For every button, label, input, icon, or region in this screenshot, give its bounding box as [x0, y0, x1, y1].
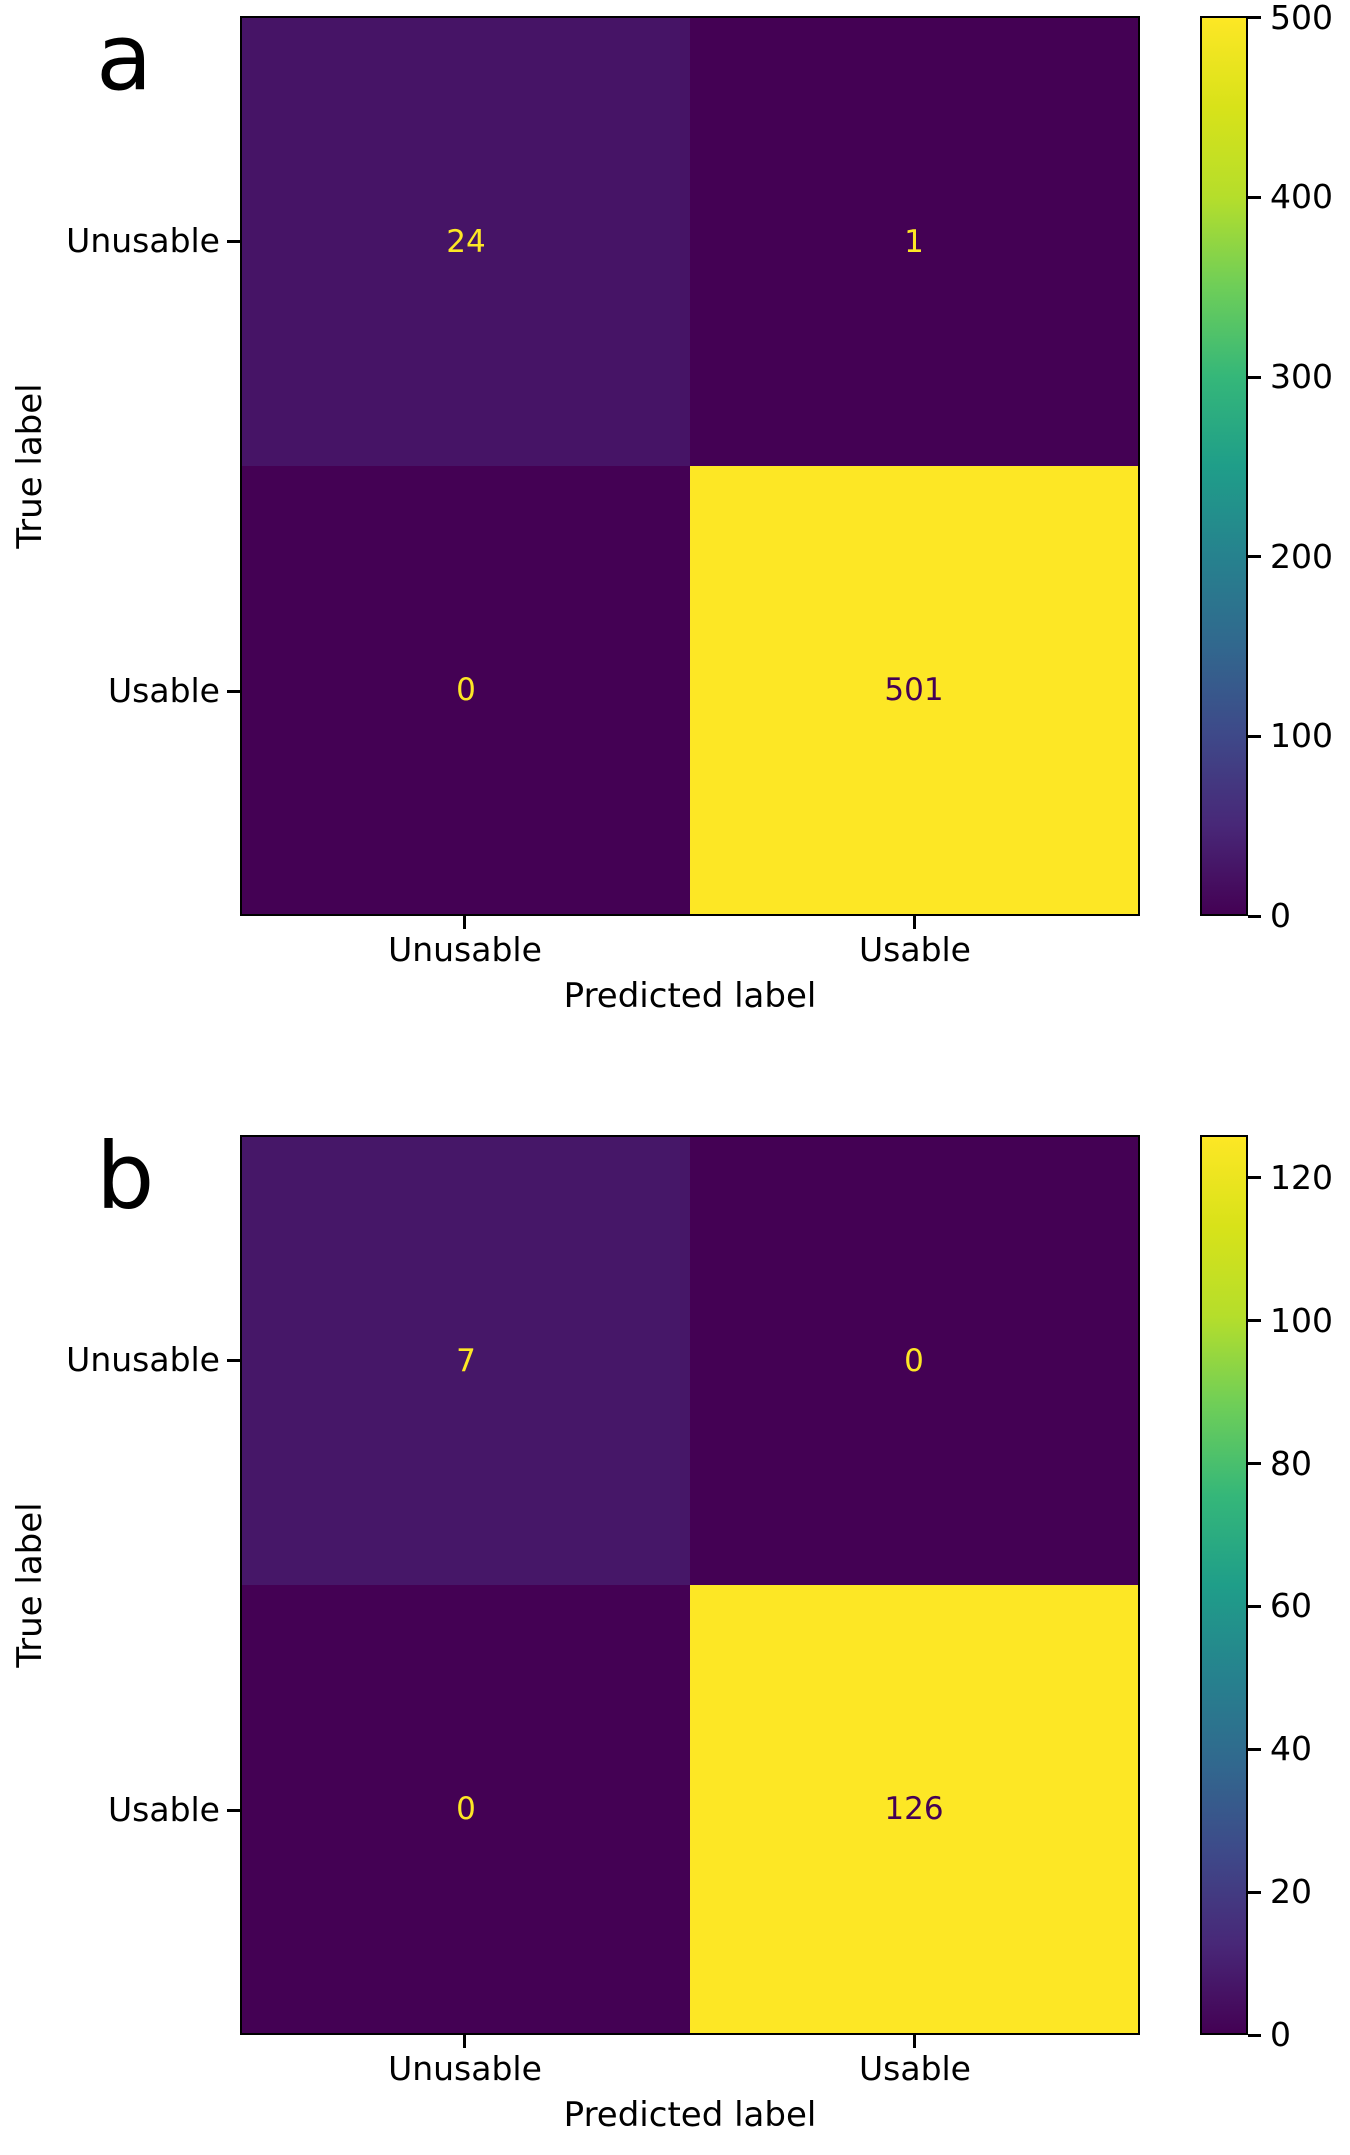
colorbar-tick-mark	[1248, 1747, 1261, 1751]
panel-b: b True label Unusable Usable 7 0 0 126 U…	[0, 1119, 1350, 2155]
confusion-matrix-heatmap: 7 0 0 126	[240, 1135, 1140, 2035]
colorbar-gradient	[1200, 16, 1248, 916]
colorbar-tick-label: 0	[1270, 896, 1291, 935]
panel-label: b	[96, 1123, 155, 1230]
colorbar-gradient	[1200, 1135, 1248, 2035]
colorbar-tick-mark	[1248, 195, 1261, 199]
matrix-cell: 24	[242, 18, 690, 466]
cell-value: 126	[884, 1791, 944, 1827]
x-tick-mark	[913, 916, 916, 929]
cell-value: 501	[884, 672, 944, 708]
colorbar-tick-label: 40	[1270, 1729, 1312, 1769]
cell-value: 1	[904, 224, 924, 260]
colorbar-tick-mark	[1248, 2033, 1261, 2037]
colorbar-tick-mark	[1248, 1319, 1261, 1323]
x-tick-mark	[463, 2035, 466, 2048]
colorbar-tick-label: 100	[1270, 1300, 1333, 1340]
colorbar-tick-mark	[1248, 1462, 1261, 1466]
colorbar-tick-label: 0	[1270, 2015, 1291, 2054]
matrix-cell: 501	[690, 466, 1138, 914]
y-axis-label: True label	[10, 383, 50, 549]
colorbar-tick-mark	[1248, 1604, 1261, 1608]
y-axis-label: True label	[10, 1502, 50, 1668]
x-tick-mark	[463, 916, 466, 929]
y-tick-mark	[227, 240, 240, 243]
colorbar-tick-mark	[1248, 16, 1261, 20]
colorbar-tick-mark	[1248, 555, 1261, 559]
colorbar-tick-mark	[1248, 375, 1261, 379]
panel-label: a	[96, 4, 153, 111]
colorbar-tick-mark	[1248, 1890, 1261, 1894]
colorbar-tick-mark	[1248, 914, 1261, 918]
cell-value: 24	[446, 224, 486, 260]
y-tick-label: Usable	[108, 671, 220, 710]
cell-value: 0	[456, 1791, 476, 1827]
cell-value: 7	[456, 1343, 476, 1379]
matrix-cell: 0	[690, 1137, 1138, 1585]
colorbar: 0 100 200 300 400 500	[1200, 0, 1333, 935]
colorbar-tick-label: 500	[1270, 0, 1333, 37]
colorbar-tick-mark	[1248, 734, 1261, 738]
cell-value: 0	[904, 1343, 924, 1379]
colorbar-tick-label: 60	[1270, 1586, 1312, 1626]
matrix-cell: 7	[242, 1137, 690, 1585]
colorbar-tick-label: 300	[1270, 357, 1333, 397]
colorbar-tick-label: 80	[1270, 1443, 1312, 1483]
x-tick-mark	[913, 2035, 916, 2048]
matrix-cell: 126	[690, 1585, 1138, 2033]
x-tick-label: Usable	[859, 930, 971, 969]
x-axis-label: Predicted label	[563, 976, 817, 1016]
x-tick-label: Usable	[859, 2049, 971, 2088]
matrix-cell: 1	[690, 18, 1138, 466]
colorbar-tick-label: 100	[1270, 716, 1333, 756]
x-axis-label: Predicted label	[563, 2095, 817, 2135]
y-tick-mark	[227, 1359, 240, 1362]
x-tick-label: Unusable	[388, 930, 542, 969]
colorbar-tick-label: 120	[1270, 1157, 1333, 1197]
confusion-matrix-heatmap: 24 1 0 501	[240, 16, 1140, 916]
y-tick-mark	[227, 1809, 240, 1812]
cell-value: 0	[456, 672, 476, 708]
colorbar: 0 20 40 60 80 100 120	[1200, 1135, 1333, 2054]
colorbar-tick-label: 400	[1270, 177, 1333, 217]
x-tick-label: Unusable	[388, 2049, 542, 2088]
colorbar-tick-label: 200	[1270, 536, 1333, 576]
y-tick-mark	[227, 690, 240, 693]
y-tick-label: Unusable	[66, 1340, 220, 1379]
y-tick-label: Unusable	[66, 221, 220, 260]
matrix-cell: 0	[242, 1585, 690, 2033]
colorbar-tick-label: 20	[1270, 1872, 1312, 1912]
panel-a: a True label Unusable Usable 24 1 0 501 …	[0, 0, 1350, 1075]
colorbar-tick-mark	[1248, 1176, 1261, 1180]
matrix-cell: 0	[242, 466, 690, 914]
y-tick-label: Usable	[108, 1790, 220, 1829]
